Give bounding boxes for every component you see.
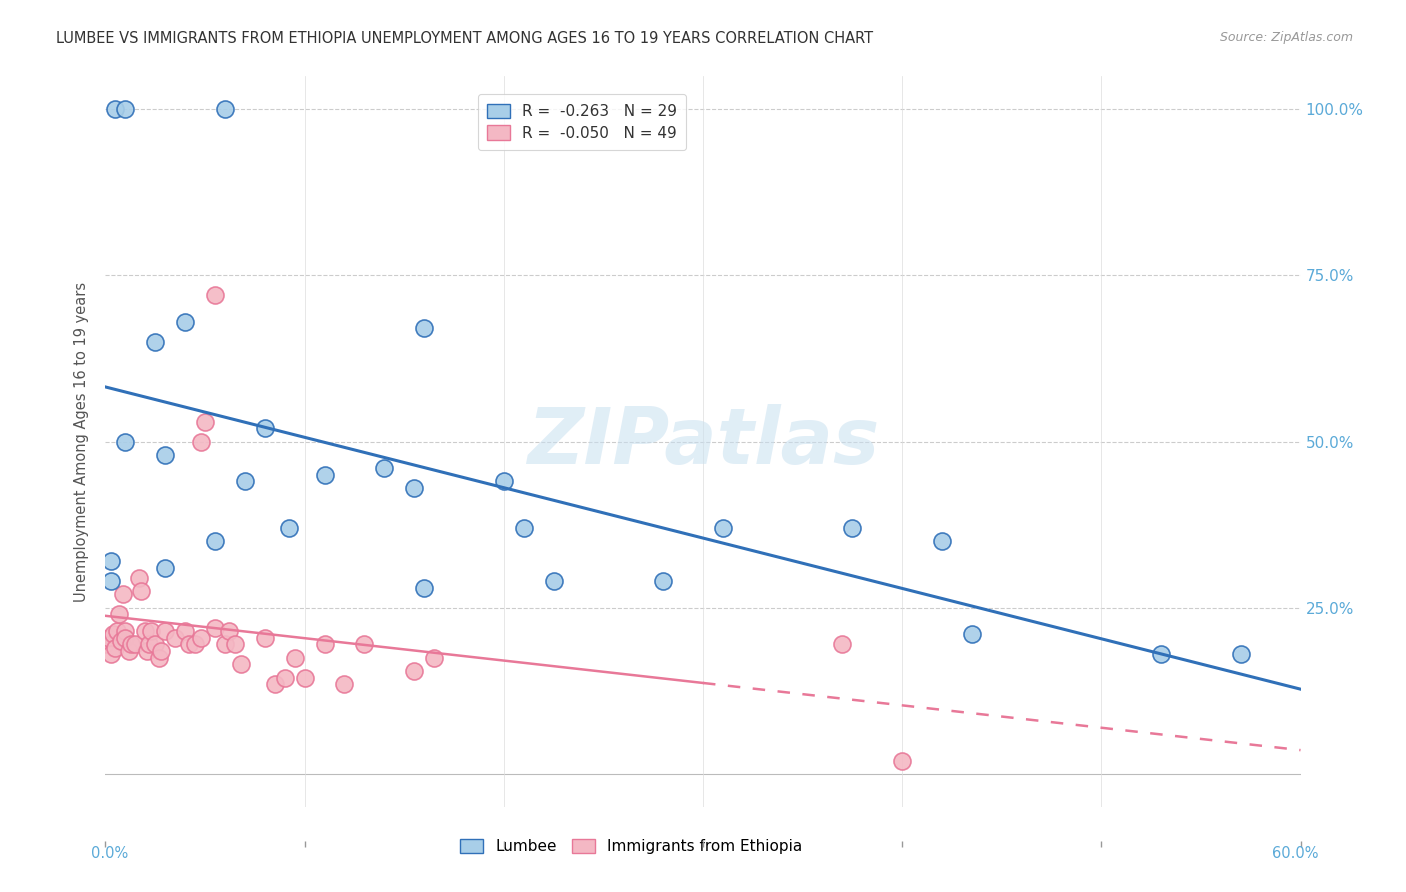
Point <box>100 648 122 662</box>
Point <box>177 637 201 651</box>
Point <box>104 102 127 116</box>
Point <box>94 637 117 651</box>
Point <box>204 534 226 549</box>
Point <box>314 467 336 482</box>
Point <box>891 754 914 768</box>
Point <box>194 415 217 429</box>
Point <box>413 581 436 595</box>
Point <box>263 677 285 691</box>
Point <box>224 637 246 651</box>
Point <box>100 554 122 568</box>
Text: Source: ZipAtlas.com: Source: ZipAtlas.com <box>1219 31 1353 45</box>
Point <box>353 637 375 651</box>
Point <box>100 574 122 589</box>
Legend: Lumbee, Immigrants from Ethiopia: Lumbee, Immigrants from Ethiopia <box>453 831 810 862</box>
Point <box>492 475 515 489</box>
Point <box>273 671 295 685</box>
Point <box>153 448 177 462</box>
Text: ZIPatlas: ZIPatlas <box>527 403 879 480</box>
Point <box>103 627 125 641</box>
Text: 0.0%: 0.0% <box>91 847 128 861</box>
Point <box>141 624 163 638</box>
Point <box>143 637 166 651</box>
Point <box>153 624 177 638</box>
Point <box>150 644 173 658</box>
Point <box>931 534 953 549</box>
Point <box>148 650 170 665</box>
Point <box>120 637 142 651</box>
Point <box>134 624 156 638</box>
Point <box>652 574 675 589</box>
Point <box>218 624 240 638</box>
Point <box>184 637 207 651</box>
Point <box>124 637 146 651</box>
Point <box>284 650 307 665</box>
Point <box>153 561 177 575</box>
Point <box>841 521 863 535</box>
Point <box>204 288 226 302</box>
Point <box>128 571 150 585</box>
Point <box>107 624 129 638</box>
Point <box>314 637 336 651</box>
Point <box>114 434 136 449</box>
Point <box>214 637 236 651</box>
Point <box>413 321 436 335</box>
Point <box>960 627 983 641</box>
Point <box>104 640 127 655</box>
Point <box>253 631 276 645</box>
Point <box>190 631 212 645</box>
Point <box>136 644 159 658</box>
Point <box>711 521 734 535</box>
Point <box>1150 648 1173 662</box>
Point <box>114 624 136 638</box>
Point <box>831 637 853 651</box>
Point <box>143 334 166 349</box>
Point <box>233 475 256 489</box>
Point <box>214 102 236 116</box>
Text: 60.0%: 60.0% <box>1272 847 1319 861</box>
Point <box>277 521 299 535</box>
Point <box>174 315 197 329</box>
Y-axis label: Unemployment Among Ages 16 to 19 years: Unemployment Among Ages 16 to 19 years <box>75 282 90 601</box>
Point <box>294 671 316 685</box>
Point <box>165 631 187 645</box>
Point <box>513 521 536 535</box>
Point <box>253 421 276 435</box>
Point <box>373 461 395 475</box>
Point <box>129 584 153 599</box>
Point <box>229 657 252 672</box>
Point <box>404 664 426 678</box>
Text: LUMBEE VS IMMIGRANTS FROM ETHIOPIA UNEMPLOYMENT AMONG AGES 16 TO 19 YEARS CORREL: LUMBEE VS IMMIGRANTS FROM ETHIOPIA UNEMP… <box>56 31 873 46</box>
Point <box>174 624 197 638</box>
Point <box>118 644 141 658</box>
Point <box>110 634 132 648</box>
Point <box>138 637 160 651</box>
Point <box>423 650 446 665</box>
Point <box>404 481 426 495</box>
Point <box>98 631 121 645</box>
Point <box>543 574 565 589</box>
Point <box>112 587 135 601</box>
Point <box>1229 648 1251 662</box>
Point <box>204 621 226 635</box>
Point <box>190 434 212 449</box>
Point <box>333 677 356 691</box>
Point <box>108 607 131 622</box>
Point <box>114 102 136 116</box>
Point <box>114 631 136 645</box>
